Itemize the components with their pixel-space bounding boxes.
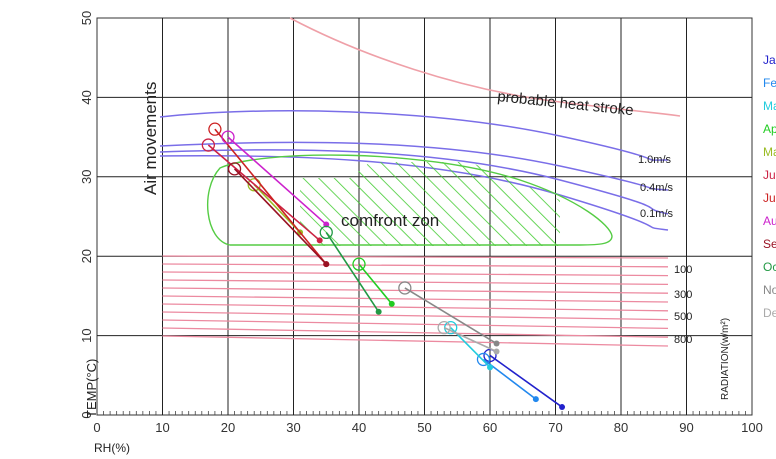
series-point-feb bbox=[532, 396, 539, 403]
radiation-line bbox=[162, 295, 669, 303]
wind-curve bbox=[159, 149, 669, 215]
legend-entry-jul: Jul bbox=[763, 191, 776, 205]
radiation-line bbox=[162, 279, 669, 286]
wind-curves bbox=[159, 110, 669, 231]
axis-ticks: 0 10 20 30 40 50 60 70 80 90 100 0 10 20 30 40 50 bbox=[79, 11, 763, 435]
series-point-nov bbox=[398, 281, 412, 295]
wind-curve bbox=[159, 141, 669, 191]
series-point-apr bbox=[388, 300, 395, 307]
series-point-nov bbox=[493, 340, 500, 347]
series-point-apr bbox=[352, 257, 366, 271]
radiation-line bbox=[162, 311, 669, 321]
y-tick-label: 0 bbox=[79, 411, 94, 418]
series-line-apr bbox=[358, 263, 393, 305]
radiation-line bbox=[162, 255, 669, 259]
wind-curve bbox=[159, 110, 669, 161]
series-line-aug bbox=[227, 136, 327, 226]
series-point-dec bbox=[493, 348, 500, 355]
x-tick-label: 0 bbox=[93, 420, 100, 435]
series-point-jun bbox=[316, 237, 323, 244]
radiation-bands bbox=[162, 17, 681, 347]
series-point-jun bbox=[201, 138, 216, 152]
series-line-jun bbox=[207, 144, 321, 241]
legend-entry-sep: Sep bbox=[763, 237, 776, 251]
legend: Jan Feb Mar Apr May Jun Jul Aug Sep Oct Nov Dec bbox=[763, 53, 776, 320]
series-point-jul bbox=[208, 122, 222, 136]
x-tick-label: 10 bbox=[155, 420, 169, 435]
radiation-line bbox=[162, 335, 669, 347]
legend-entry-dec: Dec bbox=[763, 306, 776, 320]
series-point-jan bbox=[559, 404, 566, 411]
series-point-jan bbox=[483, 348, 497, 363]
series-point-mar bbox=[487, 364, 493, 371]
radiation-line bbox=[162, 271, 669, 277]
wind-curve bbox=[159, 155, 669, 231]
series-point-sep bbox=[227, 162, 242, 176]
annotation-comfort-zone: comfront zon bbox=[341, 211, 439, 230]
y-axis-label: TEMP(°C) bbox=[84, 359, 99, 418]
series-line-dec bbox=[443, 326, 497, 353]
radiation-label-1: 100 bbox=[674, 264, 692, 276]
radiation-line bbox=[162, 319, 669, 330]
x-tick-label: 70 bbox=[548, 420, 562, 435]
series-point-oct bbox=[375, 308, 382, 315]
legend-entry-mar: Mar bbox=[763, 99, 776, 113]
x-tick-label: 30 bbox=[286, 420, 300, 435]
legend-entry-apr: Apr bbox=[763, 122, 776, 136]
y-tick-label: 40 bbox=[79, 90, 94, 104]
legend-entry-oct: Oct bbox=[763, 260, 776, 274]
annotation-air-movements: Air movements bbox=[141, 82, 160, 195]
x-tick-label: 100 bbox=[741, 420, 763, 435]
legend-entry-jan: Jan bbox=[763, 53, 776, 67]
x-tick-label: 60 bbox=[483, 420, 497, 435]
series-line-oct bbox=[325, 231, 380, 313]
legend-entry-nov: Nov bbox=[763, 283, 776, 297]
x-tick-label: 90 bbox=[679, 420, 693, 435]
comfort-hatch bbox=[300, 162, 560, 246]
x-tick-label: 50 bbox=[417, 420, 431, 435]
legend-entry-jun: Jun bbox=[763, 168, 776, 182]
comfort-zone bbox=[207, 154, 613, 246]
series-line-nov bbox=[404, 287, 497, 345]
wind-label-2: 0.4m/s bbox=[640, 182, 674, 194]
radiation-line bbox=[162, 303, 669, 312]
series-line-may bbox=[253, 184, 301, 233]
legend-entry-aug: Aug bbox=[763, 214, 776, 228]
comfort-outline bbox=[207, 154, 613, 246]
series-lines bbox=[201, 122, 566, 411]
series-line-jan bbox=[489, 354, 563, 408]
series-point-sep bbox=[323, 261, 330, 268]
y-tick-label: 10 bbox=[79, 328, 94, 342]
y-tick-label: 50 bbox=[79, 11, 94, 25]
x-tick-label: 40 bbox=[352, 420, 366, 435]
series-point-dec bbox=[437, 321, 451, 335]
y-tick-label: 20 bbox=[79, 249, 94, 263]
radiation-label-4: 800 bbox=[674, 334, 692, 346]
heat-stroke-curve bbox=[289, 17, 681, 117]
series-point-oct bbox=[319, 225, 333, 240]
radiation-line bbox=[162, 263, 669, 268]
series-line-sep bbox=[233, 168, 327, 265]
series-line-jul bbox=[214, 128, 327, 265]
radiation-label-2: 300 bbox=[674, 289, 692, 301]
wind-label-1: 1.0m/s bbox=[638, 154, 672, 166]
wind-label-3: 0.1m/s bbox=[640, 208, 674, 220]
radiation-line bbox=[162, 327, 669, 338]
radiation-axis-label: RADIATION(w/m²) bbox=[720, 318, 731, 400]
x-tick-label: 20 bbox=[221, 420, 235, 435]
y-tick-label: 30 bbox=[79, 170, 94, 184]
series-point-feb bbox=[476, 352, 491, 367]
legend-entry-feb: Feb bbox=[763, 76, 776, 90]
radiation-label-3: 500 bbox=[674, 311, 692, 323]
series-point-aug bbox=[221, 130, 235, 144]
x-axis-label: RH(%) bbox=[94, 441, 130, 455]
legend-entry-may: May bbox=[763, 145, 776, 159]
x-tick-label: 80 bbox=[614, 420, 628, 435]
radiation-line bbox=[162, 287, 669, 294]
